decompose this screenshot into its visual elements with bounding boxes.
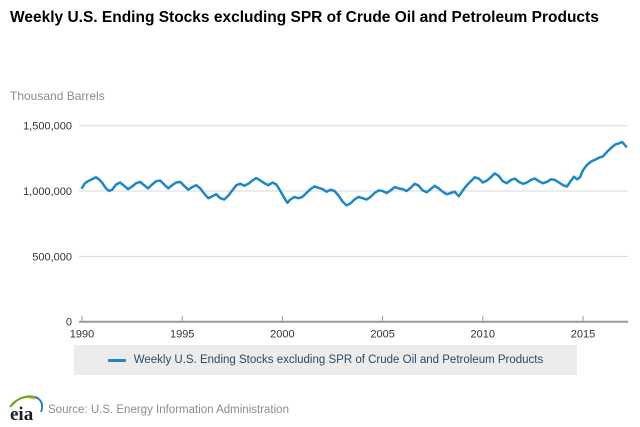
eia-logo-text: eia <box>10 404 34 425</box>
svg-text:2015: 2015 <box>571 329 595 341</box>
legend-label: Weekly U.S. Ending Stocks excluding SPR … <box>133 354 544 366</box>
y-tick-labels: 0 500,000 1,000,000 1,500,000 <box>23 121 72 329</box>
svg-text:2010: 2010 <box>471 329 495 341</box>
svg-text:0: 0 <box>66 317 72 329</box>
svg-text:500,000: 500,000 <box>32 251 72 263</box>
eia-logo-blue-arc <box>34 396 44 413</box>
svg-text:1,500,000: 1,500,000 <box>23 121 72 133</box>
eia-logo: eia <box>9 395 44 425</box>
x-axis <box>79 315 628 323</box>
svg-text:2005: 2005 <box>370 329 394 341</box>
line-chart: 0 500,000 1,000,000 1,500,000 1990 1995 2000 2… <box>23 121 628 341</box>
legend-item[interactable]: Weekly U.S. Ending Stocks excluding SPR … <box>74 345 577 375</box>
svg-text:1990: 1990 <box>70 329 94 341</box>
x-tick-labels: 1990 1995 2000 2005 2010 2015 <box>70 329 595 341</box>
source-text: Source: U.S. Energy Information Administ… <box>48 404 289 416</box>
chart-title: Weekly U.S. Ending Stocks excluding SPR … <box>10 9 599 26</box>
legend-line-marker <box>107 358 126 362</box>
svg-text:1,000,000: 1,000,000 <box>23 186 72 198</box>
data-line <box>80 140 628 207</box>
svg-text:1995: 1995 <box>170 329 194 341</box>
gridlines <box>79 125 628 257</box>
y-axis-unit-label: Thousand Barrels <box>10 89 105 103</box>
svg-text:2000: 2000 <box>270 329 294 341</box>
